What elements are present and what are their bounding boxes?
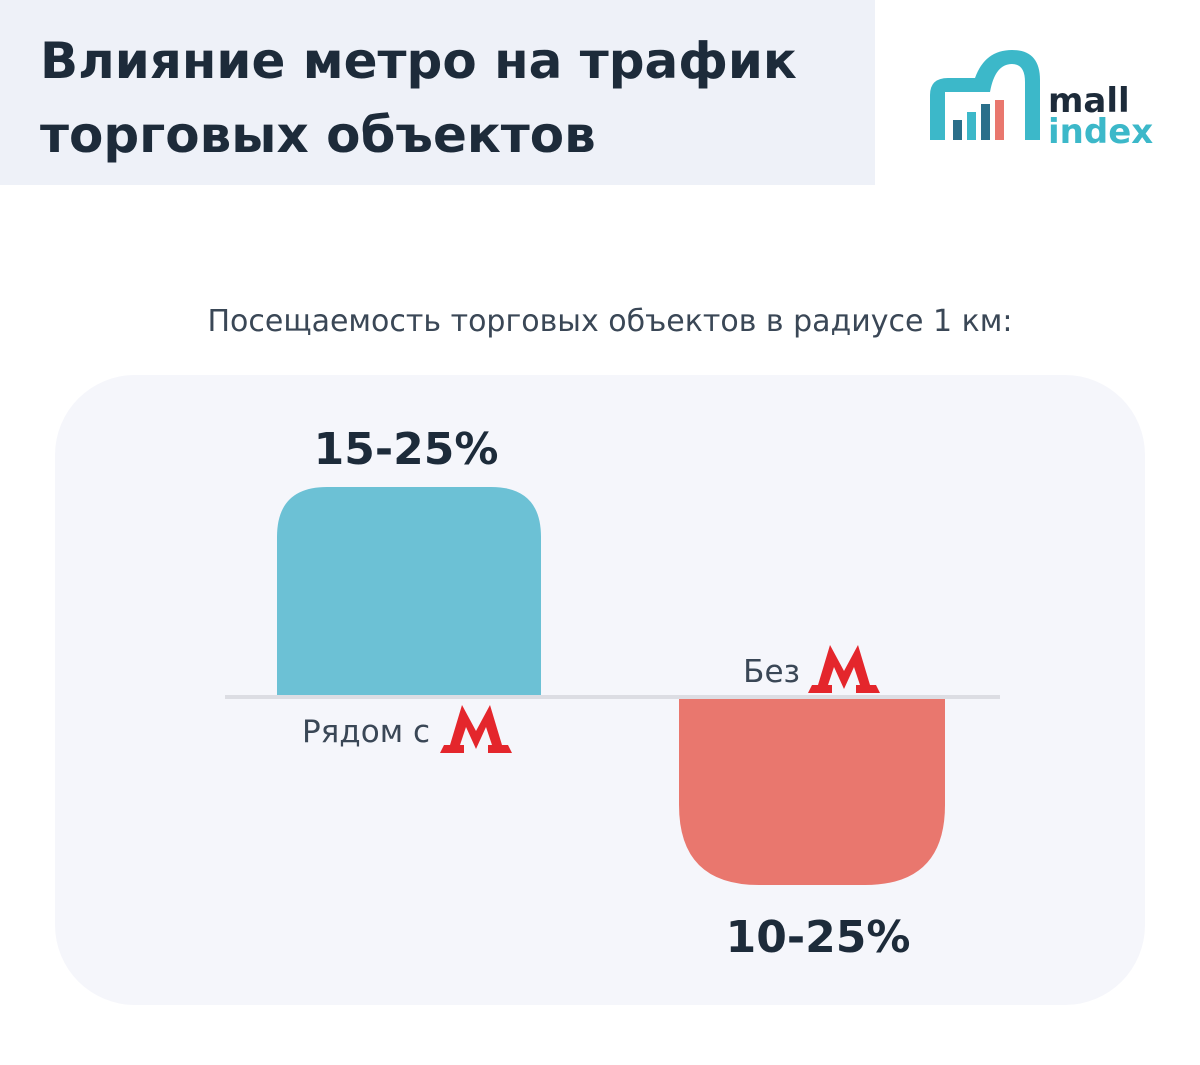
bar-caption: Рядом с — [302, 714, 430, 750]
bar-label: 10-25% — [726, 912, 911, 963]
bar-down — [679, 697, 945, 885]
title-line: торговых объектов — [40, 106, 596, 164]
bar-label: 15-25% — [314, 424, 499, 475]
subtitle: Посещаемость торговых объектов в радиусе… — [207, 304, 1012, 339]
logo-text: index — [1048, 112, 1153, 152]
bar-up — [277, 487, 541, 697]
panel — [55, 375, 1145, 1005]
bar-caption: Без — [743, 654, 800, 690]
logo: mall index — [930, 50, 1153, 152]
title-line: Влияние метро на трафик — [40, 32, 797, 90]
header-band — [0, 0, 875, 185]
logo-text: mall — [1048, 81, 1130, 121]
